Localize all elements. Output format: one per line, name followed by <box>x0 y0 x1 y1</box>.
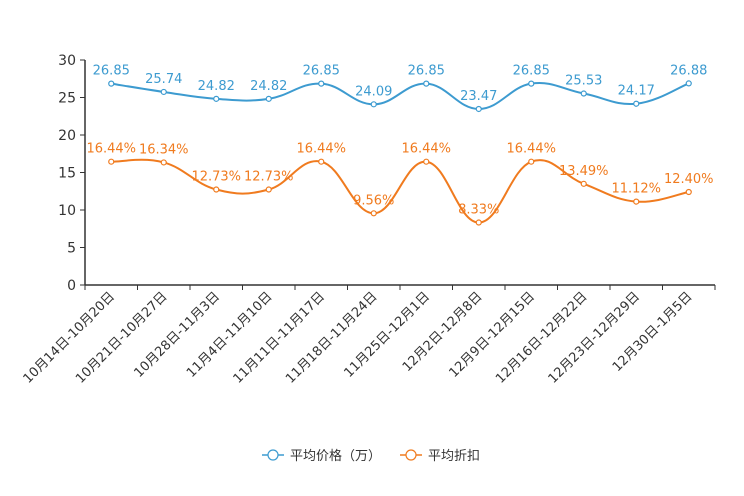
data-label: 16.34% <box>139 142 189 157</box>
data-label: 12.40% <box>664 172 714 187</box>
y-tick-label: 30 <box>58 53 76 69</box>
x-tick-label: 10月21日-10月27日 <box>73 289 170 386</box>
data-label: 26.85 <box>93 64 130 79</box>
data-points <box>108 80 692 226</box>
x-tick-label: 11月11日-11月17日 <box>231 289 328 386</box>
data-label: 8.33% <box>458 203 499 218</box>
data-point[interactable] <box>318 158 325 165</box>
data-point[interactable] <box>528 80 535 87</box>
data-point[interactable] <box>580 90 587 97</box>
legend[interactable]: 平均价格（万） 平均折扣 <box>262 448 480 464</box>
legend-label: 平均折扣 <box>428 449 480 464</box>
data-point[interactable] <box>580 180 587 187</box>
data-point[interactable] <box>423 80 430 87</box>
data-label: 24.17 <box>618 84 655 99</box>
legend-marker-icon <box>267 449 279 461</box>
data-label: 25.53 <box>565 74 602 89</box>
data-point[interactable] <box>318 80 325 87</box>
data-point[interactable] <box>475 105 482 113</box>
data-point[interactable] <box>265 95 272 102</box>
data-label: 24.82 <box>250 79 287 94</box>
y-tick-label: 20 <box>58 128 76 144</box>
x-tick-label: 11月18日-11月24日 <box>283 289 380 386</box>
data-point[interactable] <box>160 88 167 96</box>
data-point[interactable] <box>108 158 115 165</box>
data-label: 24.82 <box>198 79 235 94</box>
data-point[interactable] <box>160 159 167 166</box>
y-tick-label: 25 <box>58 91 76 107</box>
data-point[interactable] <box>633 198 640 205</box>
data-label: 16.44% <box>506 142 556 157</box>
legend-marker-icon <box>405 449 417 461</box>
y-tick-label: 5 <box>67 241 76 257</box>
data-label: 23.47 <box>460 89 497 104</box>
data-point[interactable] <box>423 158 430 165</box>
data-label: 24.09 <box>355 84 392 99</box>
data-label: 26.85 <box>303 64 340 79</box>
x-tick-label: 12月23日-12月29日 <box>546 289 643 386</box>
data-label: 26.88 <box>670 63 707 78</box>
legend-item-1[interactable]: 平均折扣 <box>400 449 480 464</box>
x-tick-label: 12月16日-12月22日 <box>493 289 590 386</box>
y-tick-label: 0 <box>67 278 76 294</box>
y-tick-label: 15 <box>58 166 76 182</box>
data-point[interactable] <box>685 80 692 87</box>
data-label: 11.12% <box>611 182 661 197</box>
data-label: 16.44% <box>401 142 451 157</box>
data-label: 26.85 <box>513 64 550 79</box>
data-label: 12.73% <box>244 170 294 185</box>
data-labels: 26.85 25.74 24.82 24.82 26.85 24.09 26.85 23.47… <box>86 63 713 217</box>
data-label: 16.44% <box>296 142 346 157</box>
data-point[interactable] <box>265 186 272 193</box>
data-point[interactable] <box>475 219 482 226</box>
data-point[interactable] <box>213 186 220 193</box>
data-label: 9.56% <box>353 193 394 208</box>
data-label: 25.74 <box>145 72 182 87</box>
data-point[interactable] <box>370 101 377 108</box>
x-tick-label: 10月14日-10月20日 <box>21 289 118 386</box>
legend-item-0[interactable]: 平均价格（万） <box>262 448 381 464</box>
data-point[interactable] <box>528 158 535 165</box>
series-lines <box>111 81 690 224</box>
data-point[interactable] <box>685 188 692 196</box>
data-label: 13.49% <box>559 164 609 179</box>
y-tick-label: 10 <box>58 203 76 219</box>
legend-label: 平均价格（万） <box>290 448 381 464</box>
data-label: 26.85 <box>408 64 445 79</box>
data-point[interactable] <box>633 100 640 107</box>
data-point[interactable] <box>213 95 220 102</box>
data-label: 16.44% <box>86 142 136 157</box>
data-point[interactable] <box>370 210 377 217</box>
data-point[interactable] <box>108 80 115 87</box>
data-label: 12.73% <box>191 170 241 185</box>
